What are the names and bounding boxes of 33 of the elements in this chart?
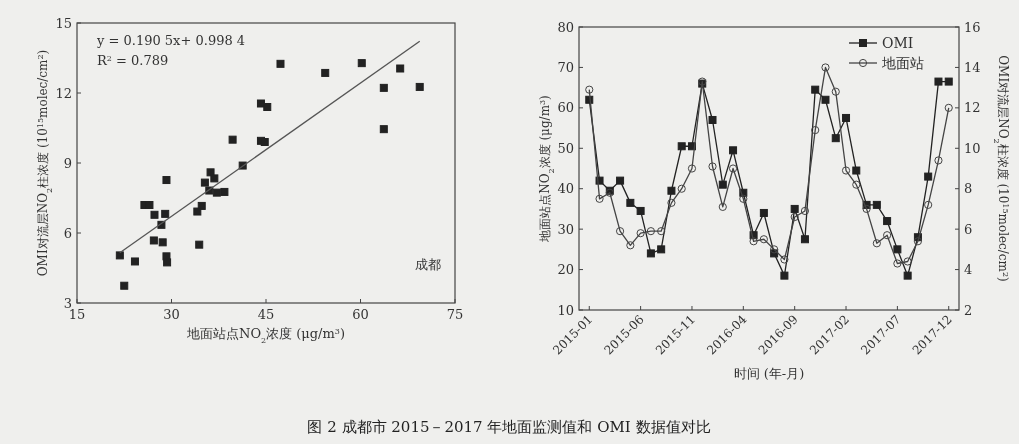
- x-axis-title: 地面站点NO$_{2}$浓度 (μg/m$^{3}$): [186, 326, 345, 345]
- annotation: 成都: [415, 257, 441, 272]
- y-tick-label: 3: [63, 295, 72, 311]
- y-tick-label: 40: [557, 181, 574, 197]
- x-tick-label: 60: [352, 307, 369, 322]
- y-tick-label: 30: [557, 221, 574, 237]
- y-tick-label: 80: [557, 19, 574, 35]
- y2-tick-label: 8: [964, 181, 973, 197]
- y-tick-label: 6: [63, 225, 72, 241]
- y2-tick-label: 14: [964, 59, 981, 75]
- y2-tick-label: 10: [964, 140, 981, 156]
- x-tick-label: 30: [163, 307, 180, 322]
- legend-label: OMI: [882, 35, 914, 51]
- annotation: R$^{2}$ = 0.789: [97, 53, 169, 68]
- legend-label: 地面站: [881, 55, 924, 71]
- caption: 图 2 成都市 2015－2017 年地面监测值和 OMI 数据值对比: [307, 418, 711, 436]
- x-axis-title: 时间 (年-月): [733, 366, 805, 381]
- y-tick-label: 60: [557, 100, 574, 116]
- y2-tick-label: 2: [964, 302, 973, 318]
- x-tick-label: 75: [446, 307, 464, 322]
- y-tick-label: 10: [557, 302, 574, 318]
- x-tick-label: 45: [257, 307, 275, 322]
- y2-tick-label: 16: [964, 19, 981, 35]
- y-tick-label: 70: [557, 59, 574, 75]
- y2-tick-label: 4: [964, 262, 973, 278]
- y-tick-label: 9: [63, 155, 72, 171]
- y-tick-label: 20: [557, 262, 574, 278]
- annotation: y = 0.190 5x+ 0.998 4: [96, 33, 246, 48]
- y2-tick-label: 6: [964, 221, 973, 237]
- y2-tick-label: 12: [964, 100, 981, 116]
- y-tick-label: 50: [557, 140, 574, 156]
- y-tick-label: 15: [55, 15, 72, 31]
- y-tick-label: 12: [55, 85, 72, 101]
